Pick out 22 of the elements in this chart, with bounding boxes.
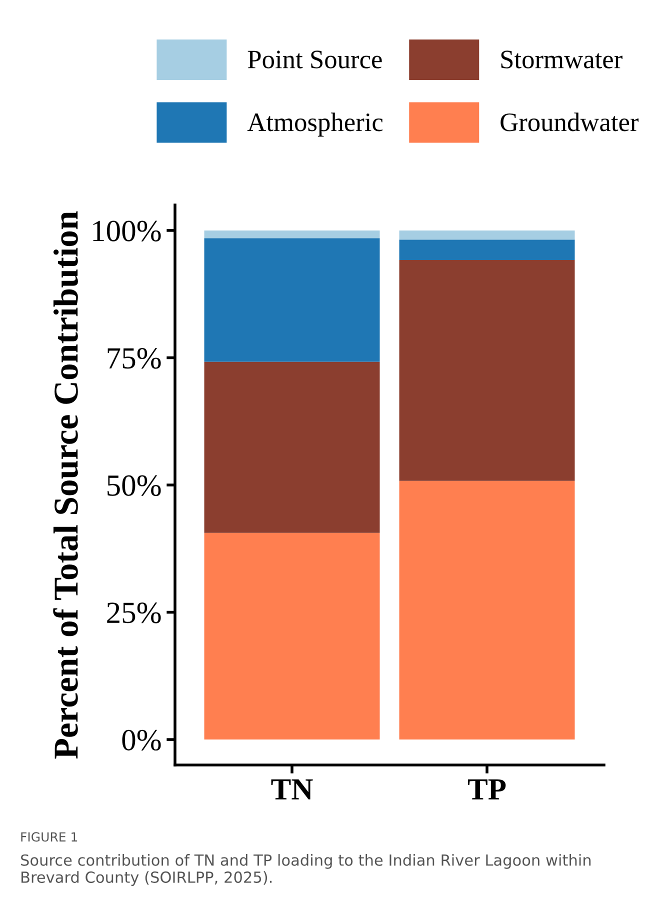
bar [399,240,575,260]
bar [399,480,575,740]
legend-label: Groundwater [500,112,639,132]
y-tick-label: 75% [108,348,161,369]
y-axis-title: Percent of Total Source Contribution [53,211,78,759]
x-tick-label: TP [468,779,506,800]
bar [399,260,575,481]
y-tick-label: 100% [93,220,161,242]
bar [204,532,380,740]
legend-label: Point Source [248,50,382,68]
x-tick-label: TN [271,779,313,800]
bar [204,238,380,362]
y-tick-label: 25% [107,602,161,624]
legend-label: Atmospheric [247,112,383,137]
caption: FIGURE 1 [21,832,78,842]
bar [204,362,380,533]
source-note: Source contribution of TN and TP loading to the Indian River Lagoon within Brevard County (SOIRLPP, 2025). [21,854,591,886]
y-tick-label: 50% [108,475,161,496]
y-tick-label: 0% [122,730,161,751]
legend-label: Stormwater [501,50,622,68]
bar [204,230,380,238]
bar [399,230,575,240]
